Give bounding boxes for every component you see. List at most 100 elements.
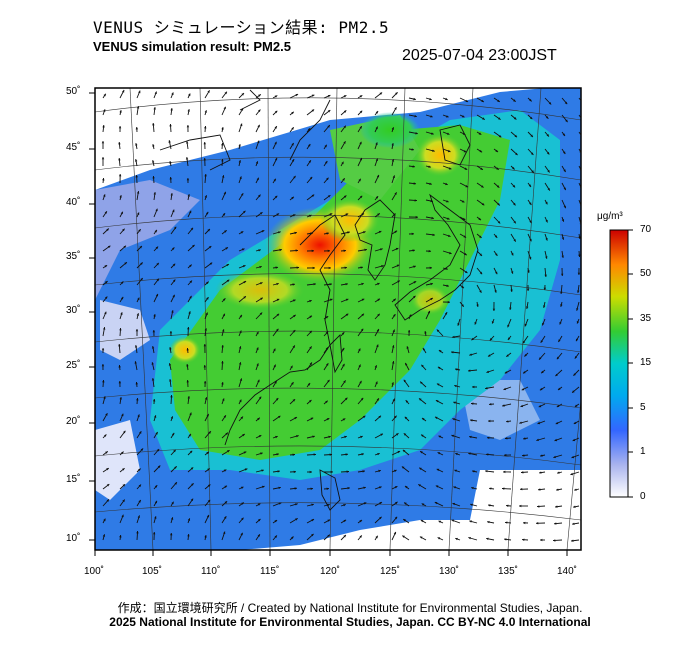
wind-vector-head — [138, 90, 141, 94]
wind-vector-head — [223, 415, 226, 418]
wind-vector-head — [495, 271, 498, 275]
wind-vector-head — [312, 435, 315, 438]
wind-vector-head — [341, 347, 345, 351]
wind-vector-head — [380, 248, 383, 251]
wind-vector-head — [405, 486, 408, 489]
wind-vector-head — [239, 378, 243, 381]
wind-vector-head — [379, 92, 383, 95]
wind-vector-head — [118, 142, 121, 145]
wind-vector-head — [452, 502, 455, 506]
wind-vector-head — [573, 505, 576, 508]
wind-vector-head — [121, 451, 124, 455]
wind-vector — [578, 131, 581, 136]
wind-vector-head — [135, 329, 139, 332]
wind-vector-head — [309, 470, 312, 474]
wind-vector-head — [403, 433, 407, 436]
wind-vector-head — [391, 159, 395, 162]
wind-vector-head — [375, 535, 378, 539]
wind-vector-head — [476, 304, 479, 307]
wind-vector-head — [311, 109, 315, 112]
wind-vector-head — [120, 312, 123, 315]
wind-vector-head — [405, 400, 409, 403]
wind-vector-head — [291, 127, 294, 130]
wind-vector-head — [403, 519, 406, 522]
wind-vector-head — [514, 134, 517, 138]
wind-vector-head — [259, 212, 263, 215]
wind-vector-head — [462, 132, 466, 135]
wind-vector-head — [436, 468, 440, 472]
wind-vector-head — [404, 416, 408, 420]
wind-vector-head — [260, 282, 263, 285]
wind-vector-head — [394, 415, 397, 419]
wind-vector-head — [187, 327, 190, 330]
wind-vector-head — [238, 160, 241, 163]
wind-vector-head — [555, 421, 559, 425]
wind-vector-head — [419, 398, 422, 401]
wind-vector-head — [529, 202, 532, 205]
wind-vector-head — [479, 149, 483, 153]
wind-vector-head — [487, 436, 490, 439]
wind-vector-head — [363, 502, 367, 505]
wind-vector-head — [538, 404, 542, 408]
wind-vector-head — [363, 486, 366, 489]
wind-vector-head — [277, 470, 280, 473]
wind-vector-head — [404, 502, 407, 505]
wind-vector-head — [273, 348, 276, 352]
wind-vector-head — [529, 98, 532, 102]
wind-vector-head — [344, 435, 347, 439]
wind-vector-head — [553, 539, 556, 542]
wind-vector-head — [544, 274, 547, 277]
lat-tick-label: 40˚ — [66, 197, 81, 208]
wind-vector-head — [137, 297, 140, 301]
wind-vector-head — [276, 453, 279, 456]
wind-vector-head — [139, 431, 142, 434]
wind-vector-head — [446, 115, 449, 118]
wind-vector-head — [140, 448, 144, 451]
wind-vector-head — [513, 99, 516, 102]
wind-vector-head — [291, 536, 294, 539]
wind-vector-head — [571, 539, 574, 542]
wind-vector-head — [294, 231, 297, 235]
wind-vector-head — [204, 397, 208, 400]
lat-tick-label: 10˚ — [66, 533, 81, 544]
wind-vector-head — [329, 213, 333, 216]
wind-vector-head — [529, 116, 533, 120]
wind-vector-head — [510, 289, 513, 292]
wind-vector-head — [119, 110, 122, 113]
wind-vector-head — [577, 290, 580, 293]
wind-vector-head — [461, 285, 464, 289]
wind-vector-head — [207, 229, 210, 232]
wind-vector-head — [136, 398, 139, 401]
wind-vector-head — [275, 398, 279, 401]
wind-vector-head — [138, 500, 141, 503]
wind-vector-head — [343, 141, 346, 144]
wind-vector-head — [392, 175, 395, 178]
wind-vector-head — [576, 321, 580, 324]
wind-vector-head — [222, 313, 225, 317]
wind-vector-head — [471, 402, 474, 405]
wind-vector-head — [412, 249, 415, 252]
wind-vector-head — [345, 453, 348, 456]
wind-vector-head — [486, 370, 489, 373]
wind-vector-head — [564, 101, 568, 105]
wind-vector-head — [169, 347, 172, 350]
wind-vector-head — [327, 110, 331, 113]
wind-vector-head — [107, 245, 111, 249]
wind-vector-head — [118, 174, 122, 177]
wind-vector-head — [402, 449, 406, 453]
wind-vector-head — [209, 262, 213, 265]
wind-vector-head — [186, 364, 189, 367]
wind-vector-head — [538, 488, 541, 491]
wind-vector-head — [468, 452, 471, 455]
wind-vector-head — [347, 231, 350, 234]
wind-vector-head — [192, 244, 195, 248]
wind-vector-head — [470, 419, 473, 422]
wind-vector-head — [402, 535, 405, 538]
wind-vector-head — [555, 505, 558, 508]
wind-vector-head — [392, 361, 395, 364]
wind-vector-head — [187, 194, 190, 197]
wind-vector-head — [292, 399, 296, 402]
wind-vector-head — [342, 418, 346, 421]
map-border — [94, 87, 582, 551]
wind-vector-head — [241, 502, 244, 505]
